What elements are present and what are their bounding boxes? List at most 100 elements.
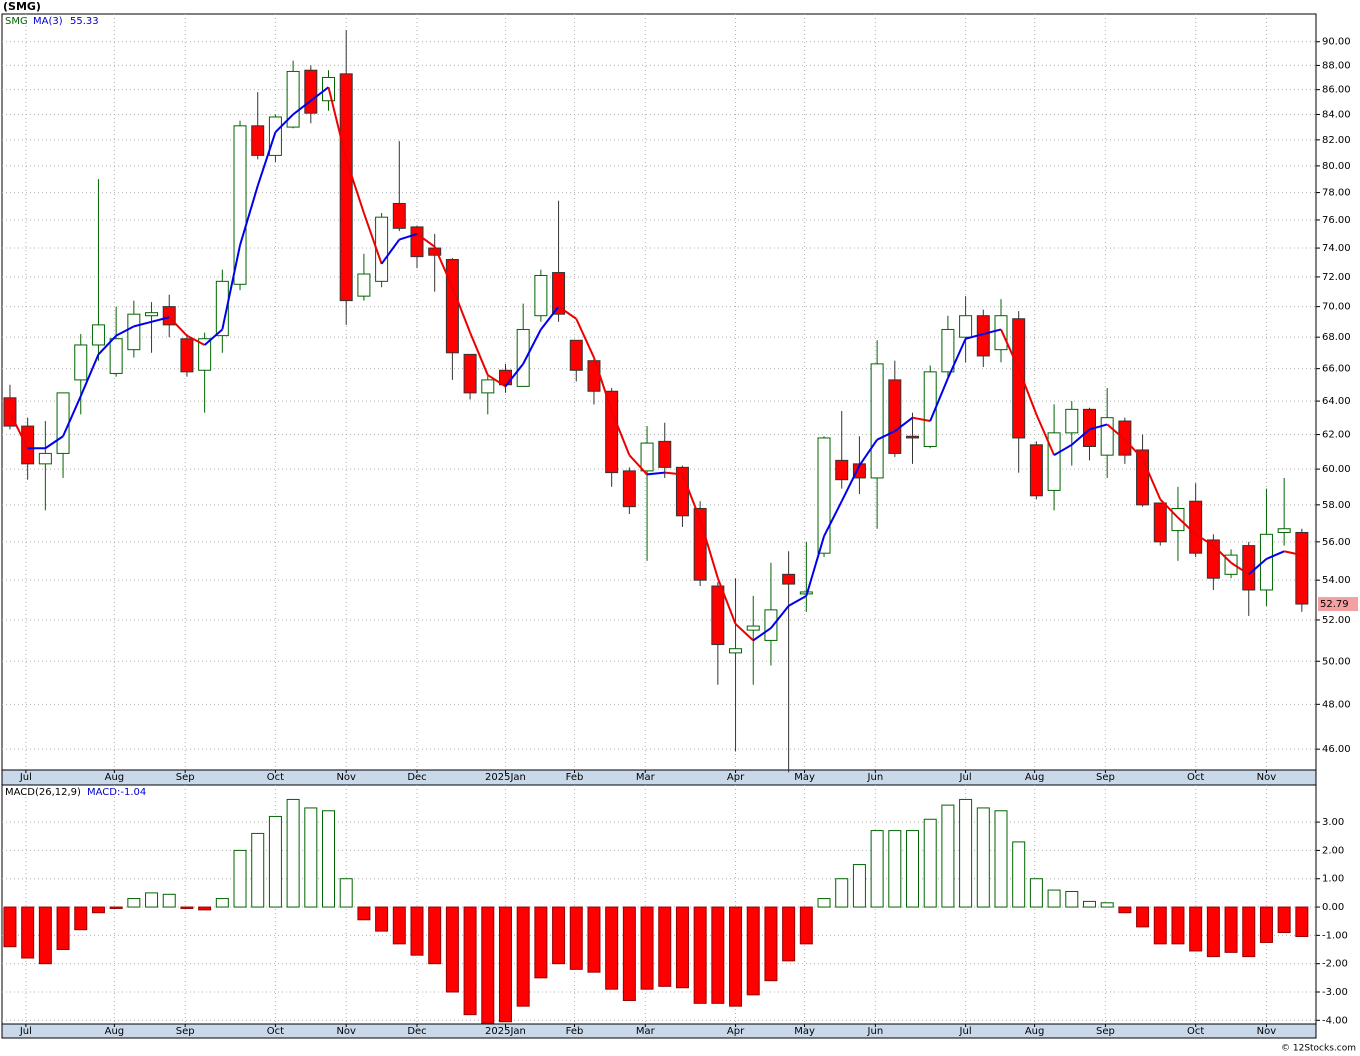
- ma-segment: [186, 334, 206, 346]
- macd-bar: [1206, 906, 1220, 958]
- candle-body: [1012, 318, 1026, 439]
- y-tick-label: 70.00: [1322, 302, 1351, 313]
- macd-bar: [1242, 906, 1256, 958]
- ma-segment: [575, 318, 595, 358]
- candle-body: [711, 585, 725, 646]
- ma-segment: [9, 412, 29, 449]
- y-tick-label: 3.00: [1322, 817, 1344, 828]
- price-pane: [1, 13, 1317, 771]
- y-tick-label: 74.00: [1322, 243, 1351, 254]
- candle-body: [569, 339, 583, 371]
- candle-body: [640, 442, 654, 472]
- y-tick-label: 66.00: [1322, 364, 1351, 375]
- candle-body: [91, 324, 105, 346]
- y-tick-label: 50.00: [1322, 656, 1351, 667]
- ma-segment: [274, 113, 294, 133]
- candle-body: [215, 280, 229, 337]
- macd-bar: [729, 906, 743, 1007]
- candle-body: [782, 573, 796, 585]
- candle-body: [198, 338, 212, 371]
- candle-body: [870, 363, 884, 479]
- y-tick-label: 1.00: [1322, 874, 1344, 885]
- ma-segment: [664, 471, 683, 476]
- ma-segment: [79, 353, 100, 397]
- candle-body: [1029, 444, 1043, 497]
- legend-symbol: SMG: [5, 16, 28, 27]
- ma-segment: [327, 86, 348, 160]
- candle-body: [180, 338, 194, 373]
- footer: © 12Stocks.com: [1281, 1044, 1356, 1054]
- macd-bar: [56, 906, 70, 951]
- candle-body: [145, 312, 159, 317]
- ma-segment: [1195, 533, 1214, 547]
- x-tick-label: Nov: [1257, 772, 1277, 783]
- x-tick-label: Mar: [636, 772, 656, 783]
- x-tick-label: May: [794, 1026, 815, 1037]
- macd-bar: [817, 898, 831, 908]
- ma-segment: [752, 627, 772, 642]
- ma-segment: [894, 416, 914, 432]
- macd-bar: [481, 906, 495, 1024]
- macd-bar: [38, 906, 52, 965]
- macd-bar: [162, 893, 176, 908]
- macd-bar: [835, 878, 849, 908]
- ma-segment: [1177, 516, 1197, 536]
- ma-segment: [734, 623, 754, 642]
- ma-segment: [1124, 438, 1144, 460]
- ma-segment: [1141, 458, 1162, 500]
- macd-bar: [976, 807, 990, 908]
- y-tick-label: 90.00: [1322, 37, 1351, 48]
- macd-bar: [304, 807, 318, 908]
- macd-bar: [959, 798, 973, 908]
- y-tick-label: 68.00: [1322, 332, 1351, 343]
- candle-body: [622, 470, 636, 508]
- y-tick-label: 72.00: [1322, 272, 1351, 283]
- macd-bar: [711, 906, 725, 1004]
- x-tick-label: Sep: [1096, 1026, 1115, 1037]
- ma-segment: [1017, 368, 1038, 415]
- last-price-label: 52.79: [1320, 599, 1349, 610]
- macd-bar: [198, 906, 212, 911]
- macd-bar: [640, 906, 654, 990]
- y-tick-label: 88.00: [1322, 60, 1351, 71]
- y-tick-label: 86.00: [1322, 85, 1351, 96]
- ma-segment: [362, 212, 383, 265]
- ma-segment: [646, 471, 665, 476]
- macd-bar: [392, 906, 406, 945]
- macd-bar: [1100, 902, 1114, 908]
- y-tick-label: -3.00: [1322, 987, 1348, 998]
- ma-segment: [1106, 423, 1126, 441]
- macd-bar: [215, 898, 229, 908]
- ma-segment: [292, 99, 312, 116]
- candle-body: [941, 328, 955, 373]
- macd-bar: [357, 906, 371, 921]
- macd-bar: [445, 906, 459, 993]
- y-tick-label: 64.00: [1322, 396, 1351, 407]
- ma-segment: [681, 474, 702, 520]
- x-tick-label: Jun: [867, 1026, 884, 1037]
- candle-body: [56, 392, 70, 454]
- chart-title: (SMG): [3, 0, 41, 13]
- candle-body: [233, 125, 247, 285]
- candle-body: [906, 435, 920, 439]
- candle-body: [516, 328, 530, 387]
- macd-bar: [605, 906, 619, 990]
- ma-segment: [221, 245, 242, 330]
- ma-segment: [62, 395, 82, 437]
- x-tick-label: 2025Jan: [485, 1026, 526, 1037]
- date-strip: [1, 769, 1317, 786]
- candle-body: [481, 379, 495, 394]
- candle-body: [304, 69, 318, 114]
- x-tick-label: Oct: [1187, 772, 1204, 783]
- ma-segment: [1035, 413, 1056, 456]
- macd-bar: [693, 906, 707, 1004]
- candle-body: [729, 648, 743, 654]
- last-price-tag: [1318, 597, 1358, 612]
- macd-legend: MACD:-1.04: [87, 787, 146, 798]
- ma-segment: [1053, 443, 1073, 457]
- ma-segment: [593, 357, 613, 412]
- candle-body: [21, 425, 35, 465]
- legend-ma: MA(3): [33, 16, 63, 27]
- candle-body: [994, 315, 1008, 351]
